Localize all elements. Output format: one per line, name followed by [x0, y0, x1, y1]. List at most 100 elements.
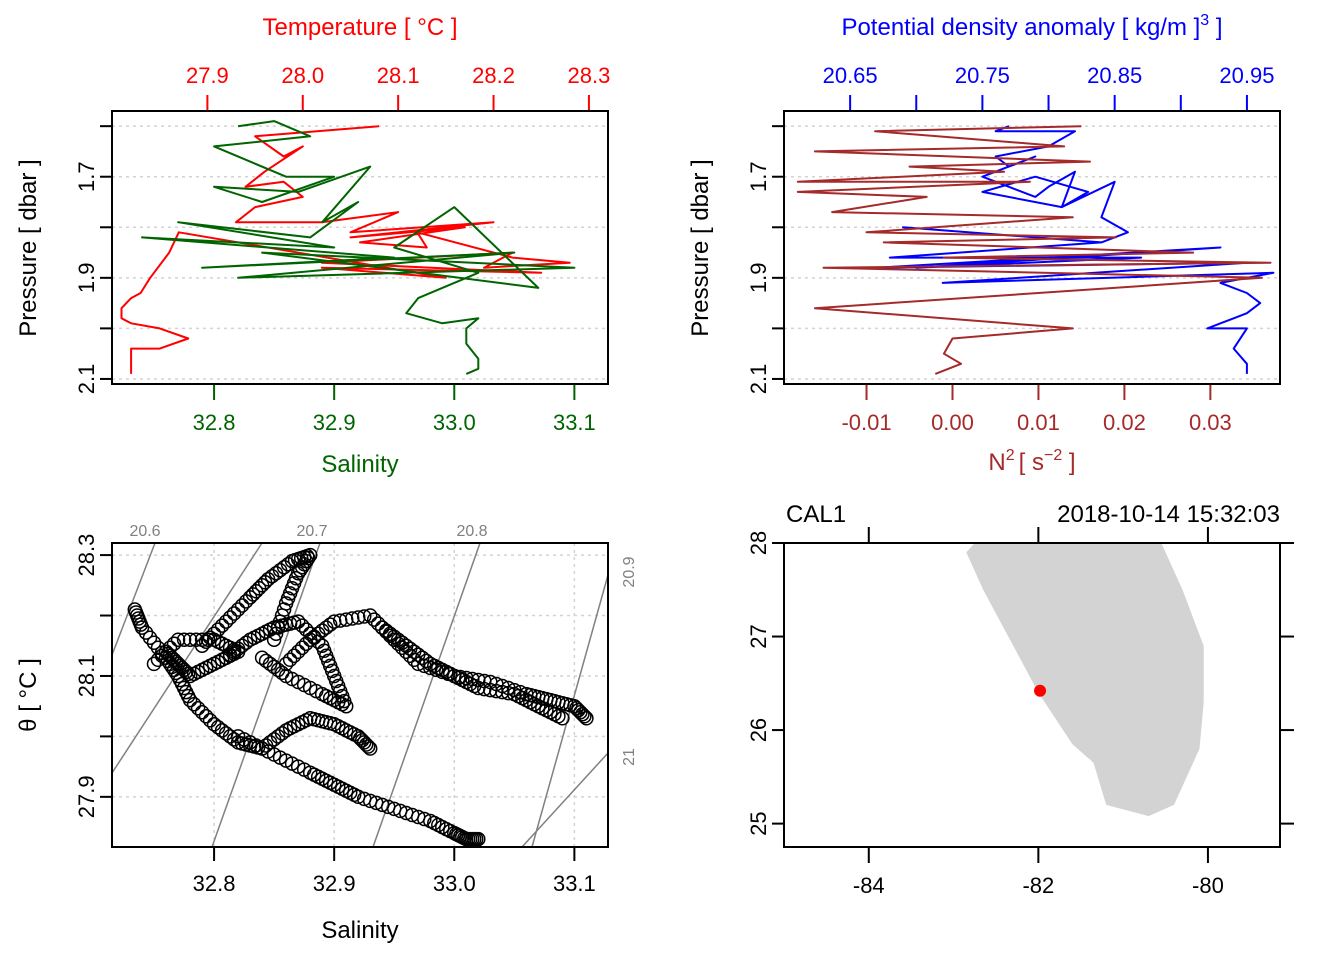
- top-tick-label: 28.3: [568, 63, 611, 88]
- y-tick-label: 1.7: [74, 161, 99, 192]
- y-tick-label: 28.3: [74, 534, 99, 577]
- data-point: [218, 614, 234, 629]
- data-point: [266, 632, 282, 647]
- x-tick-label: 33.0: [433, 871, 476, 896]
- series-line-n2: [796, 125, 1272, 375]
- station-name: CAL1: [786, 501, 846, 528]
- data-point: [200, 632, 216, 647]
- data-point: [356, 609, 372, 624]
- data-point: [158, 644, 174, 660]
- top-tick-label: 20.75: [955, 63, 1010, 88]
- plot-frame: [111, 110, 609, 385]
- data-point: [170, 632, 186, 647]
- data-point: [178, 664, 194, 680]
- station-map-panel: CAL1 2018-10-14 15:32:03 -84 -82 -80 25 26 27…: [746, 501, 1294, 898]
- data-point: [182, 632, 198, 647]
- data-point: [579, 711, 594, 726]
- data-point: [254, 650, 270, 666]
- data-point: [166, 636, 182, 651]
- data-point: [238, 635, 254, 650]
- data-point: [134, 620, 150, 635]
- bottom-tick-label: 33.0: [433, 410, 476, 435]
- top-tick-label: 28.1: [377, 63, 420, 88]
- isopycnal-label: 20.8: [456, 523, 487, 540]
- y-tick-label: 27: [746, 624, 771, 648]
- data-point: [198, 709, 214, 724]
- bottom-tick-label: 0.02: [1103, 410, 1146, 435]
- data-point: [176, 632, 192, 647]
- top-tick-label: 20.65: [823, 63, 878, 88]
- ts-diagram-panel: Salinity θ [ °C ] 20.6 20.7 20.8 20.9 21 32.…: [15, 523, 638, 944]
- data-point: [226, 732, 242, 747]
- bottom-tick-label: 0.03: [1189, 410, 1232, 435]
- isopycnal-line: [521, 752, 609, 848]
- data-point: [358, 737, 374, 752]
- n2-axis-title: N2[ s−2 ]: [988, 447, 1075, 476]
- y-tick-label: 2.1: [746, 364, 771, 395]
- profile-ts-panel: Temperature [ °C ] Salinity Pressure [ d…: [15, 14, 610, 478]
- data-point: [294, 618, 310, 633]
- x-tick-label: 32.8: [193, 871, 236, 896]
- data-point: [230, 602, 246, 617]
- x-tick-label: -82: [1022, 873, 1054, 898]
- data-point: [222, 610, 238, 625]
- data-point: [366, 612, 382, 627]
- data-point: [210, 622, 226, 637]
- data-point: [575, 706, 590, 722]
- x-tick-label: -84: [853, 873, 885, 898]
- salinity-axis-title: Salinity: [321, 917, 398, 944]
- y-tick-label: 1.7: [746, 161, 771, 192]
- bottom-tick-label: 33.1: [553, 410, 596, 435]
- data-point: [154, 648, 170, 664]
- series-line-potential-density-anomaly: [875, 125, 1275, 374]
- data-point: [138, 625, 154, 640]
- top-tick-label: 28.2: [472, 63, 515, 88]
- x-tick-label: -80: [1192, 873, 1224, 898]
- isopycnal-label: 20.9: [621, 556, 638, 587]
- land-polygon: [966, 543, 1204, 817]
- y-tick-label: 28.1: [74, 655, 99, 698]
- y-tick-label: 1.9: [74, 263, 99, 294]
- plot-frame: [783, 110, 1281, 385]
- isopycnal-label: 20.6: [129, 523, 160, 540]
- y-tick-label: 2.1: [74, 364, 99, 395]
- bottom-tick-label: 0.00: [931, 410, 974, 435]
- station-marker: [1034, 684, 1047, 697]
- y-tick-label: 1.9: [746, 263, 771, 294]
- top-tick-label: 20.85: [1087, 63, 1142, 88]
- data-point: [194, 704, 210, 720]
- data-point: [501, 685, 516, 701]
- data-point: [286, 648, 302, 664]
- data-point: [182, 692, 198, 708]
- data-point: [555, 711, 570, 726]
- series-line-temperature: [120, 125, 571, 374]
- y-tick-label: 27.9: [74, 775, 99, 818]
- salinity-axis-title: Salinity: [321, 451, 398, 478]
- data-point: [292, 562, 308, 578]
- data-point: [362, 608, 378, 623]
- top-tick-label: 27.9: [186, 63, 229, 88]
- data-point: [278, 656, 294, 672]
- top-tick-label: 20.95: [1219, 63, 1274, 88]
- data-point: [146, 635, 162, 650]
- y-tick-label: 26: [746, 718, 771, 742]
- data-point: [180, 666, 196, 682]
- bottom-tick-label: -0.01: [841, 410, 891, 435]
- data-point: [190, 700, 206, 716]
- isopycnal-line: [211, 542, 321, 848]
- data-point: [362, 741, 378, 756]
- data-point: [282, 652, 298, 668]
- data-point: [188, 632, 204, 647]
- plot-frame: [783, 542, 1281, 848]
- plot-frame: [111, 542, 609, 848]
- isopycnal-label: 21: [621, 748, 638, 766]
- data-point: [226, 606, 242, 621]
- theta-axis-title: θ [ °C ]: [15, 658, 42, 732]
- data-point: [290, 614, 306, 629]
- isopycnal-line: [111, 542, 263, 774]
- data-point: [214, 618, 230, 633]
- top-tick-label: 28.0: [281, 63, 324, 88]
- x-tick-label: 32.9: [313, 871, 356, 896]
- data-point: [417, 811, 432, 827]
- temperature-axis-title: Temperature [ °C ]: [263, 14, 458, 41]
